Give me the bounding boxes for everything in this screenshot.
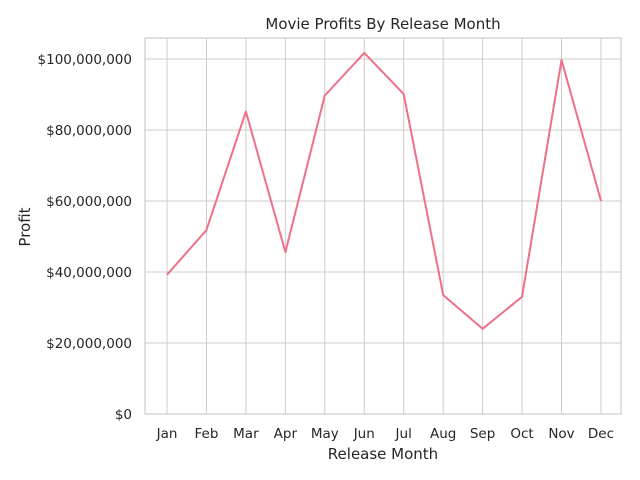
x-tick-label: Jul bbox=[395, 426, 412, 442]
y-tick-label: $60,000,000 bbox=[46, 194, 132, 210]
x-tick-label: Dec bbox=[588, 426, 614, 442]
x-tick-labels: Jan Feb Mar Apr May Jun Jul Aug Sep Oct Nov Dec bbox=[156, 426, 614, 442]
x-tick-label: Feb bbox=[194, 426, 218, 442]
y-tick-label: $80,000,000 bbox=[46, 123, 132, 139]
plot-frame bbox=[144, 37, 622, 415]
grid-lines bbox=[145, 38, 621, 415]
y-axis-title: Profit bbox=[16, 207, 34, 246]
y-tick-label: $100,000,000 bbox=[38, 52, 132, 68]
x-tick-label: Apr bbox=[274, 426, 298, 442]
x-tick-label: Aug bbox=[430, 426, 456, 442]
y-tick-label: $0 bbox=[115, 407, 132, 423]
y-tick-labels: $0 $20,000,000 $40,000,000 $60,000,000 $80,0… bbox=[38, 52, 132, 423]
x-tick-label: May bbox=[311, 426, 339, 442]
x-tick-label: Jan bbox=[156, 426, 178, 442]
x-axis-title: Release Month bbox=[328, 445, 438, 463]
chart-title: Movie Profits By Release Month bbox=[265, 15, 500, 33]
x-tick-label: Oct bbox=[510, 426, 533, 442]
y-tick-label: $20,000,000 bbox=[46, 336, 132, 352]
x-tick-label: Mar bbox=[233, 426, 259, 442]
y-tick-label: $40,000,000 bbox=[46, 265, 132, 281]
x-tick-label: Jun bbox=[353, 426, 375, 442]
x-tick-label: Sep bbox=[470, 426, 495, 442]
series-line bbox=[166, 51, 602, 330]
series-layer bbox=[166, 51, 602, 330]
x-tick-label: Nov bbox=[548, 426, 574, 442]
